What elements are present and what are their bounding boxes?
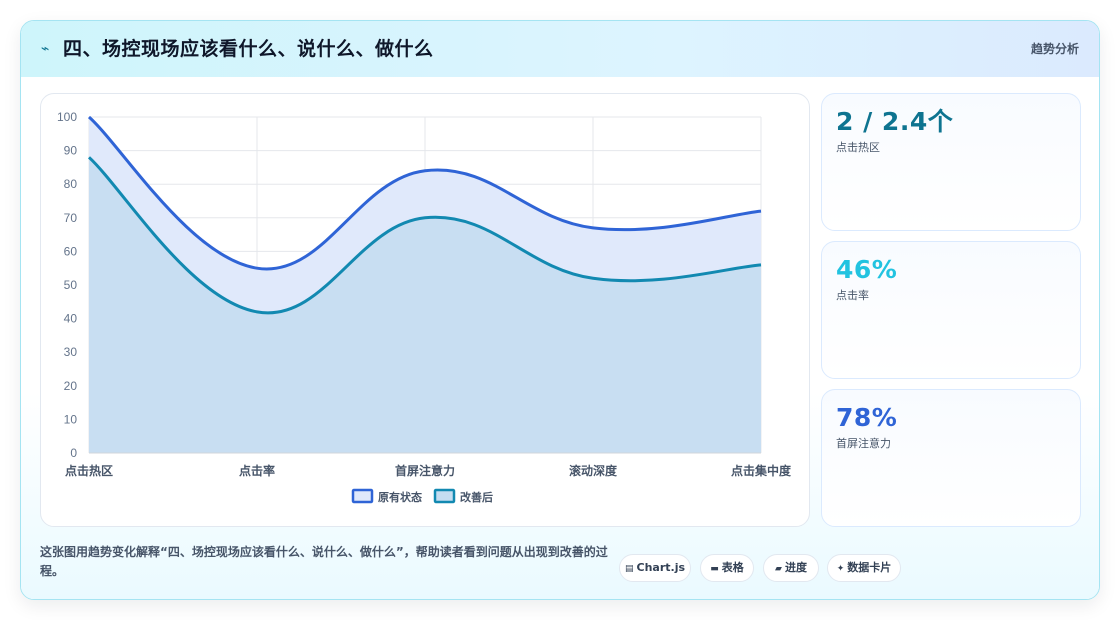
y-tick-label: 90 — [64, 144, 78, 158]
trend-card: ⌁ 四、场控现场应该看什么、说什么、做什么 趋势分析 0 10 20 30 40 50 60… — [20, 20, 1100, 600]
tag-label: Chart.js — [636, 561, 686, 574]
tag-label: 进度 — [784, 561, 807, 574]
chart-description: 这张图用趋势变化解释“四、场控现场应该看什么、说什么、做什么”，帮助读者看到问题… — [40, 545, 608, 578]
stat-value: 46% — [836, 255, 898, 284]
legend-swatch — [351, 488, 374, 504]
x-tick-label: 首屏注意力 — [395, 463, 455, 478]
series-area-1 — [89, 157, 761, 453]
bolt-icon: ⌁ — [41, 41, 50, 57]
sparkle-icon: ✦ — [836, 564, 845, 574]
stat-card-click-rate: 46% 点击率 — [821, 241, 1081, 379]
x-tick-label: 滚动深度 — [569, 463, 618, 478]
section-badge: 趋势分析 — [1030, 42, 1079, 56]
stat-label: 点击热区 — [836, 141, 880, 154]
y-tick-label: 60 — [64, 244, 78, 258]
y-tick-label: 40 — [64, 312, 78, 326]
y-tick-label: 70 — [64, 211, 78, 225]
x-tick-label: 点击热区 — [65, 463, 113, 478]
page-title: 四、场控现场应该看什么、说什么、做什么 — [63, 38, 434, 60]
series-line-1 — [87, 156, 762, 315]
series-line-0 — [87, 115, 762, 271]
card-body: 0 10 20 30 40 50 60 70 80 90 100 点击热区 点击率 首屏注意力 滚动深度 点击… — [21, 77, 1099, 599]
chart-icon: ▤ — [624, 564, 634, 574]
legend-label: 原有状态 — [378, 490, 422, 504]
tag-table[interactable]: ▬ 表格 — [700, 554, 754, 582]
tag-chartjs[interactable]: ▤ Chart.js — [619, 554, 691, 582]
stat-label: 首屏注意力 — [836, 437, 891, 450]
tag-label: 表格 — [721, 561, 744, 574]
y-tick-label: 30 — [64, 345, 78, 359]
y-tick-label: 20 — [64, 379, 78, 393]
stat-card-click-zones: 2 / 2.4个 点击热区 — [821, 93, 1081, 231]
stat-label: 点击率 — [836, 289, 869, 302]
stat-value: 2 / 2.4个 — [836, 107, 954, 136]
table-icon: ▬ — [710, 564, 719, 574]
x-tick-label: 点击集中度 — [731, 463, 792, 478]
legend-swatch — [433, 488, 456, 504]
tag-data-cards[interactable]: ✦ 数据卡片 — [827, 554, 901, 582]
chart-panel: 0 10 20 30 40 50 60 70 80 90 100 点击热区 点击率 首屏注意力 滚动深度 点击… — [40, 93, 810, 527]
y-tick-label: 100 — [57, 110, 77, 124]
trend-chart: 0 10 20 30 40 50 60 70 80 90 100 点击热区 点击率 首屏注意力 滚动深度 点击… — [57, 110, 792, 504]
card-header: ⌁ 四、场控现场应该看什么、说什么、做什么 趋势分析 — [21, 21, 1099, 77]
x-tick-label: 点击率 — [239, 463, 275, 478]
tag-progress[interactable]: ▰ 进度 — [763, 554, 819, 582]
stat-value: 78% — [836, 403, 898, 432]
progress-icon: ▰ — [775, 564, 782, 574]
y-tick-label: 50 — [64, 278, 78, 292]
y-tick-label: 80 — [64, 177, 78, 191]
tag-label: 数据卡片 — [847, 561, 892, 574]
legend-label: 改善后 — [460, 490, 493, 504]
y-tick-label: 0 — [70, 446, 77, 460]
y-tick-label: 10 — [64, 412, 78, 426]
stat-card-first-screen: 78% 首屏注意力 — [821, 389, 1081, 527]
